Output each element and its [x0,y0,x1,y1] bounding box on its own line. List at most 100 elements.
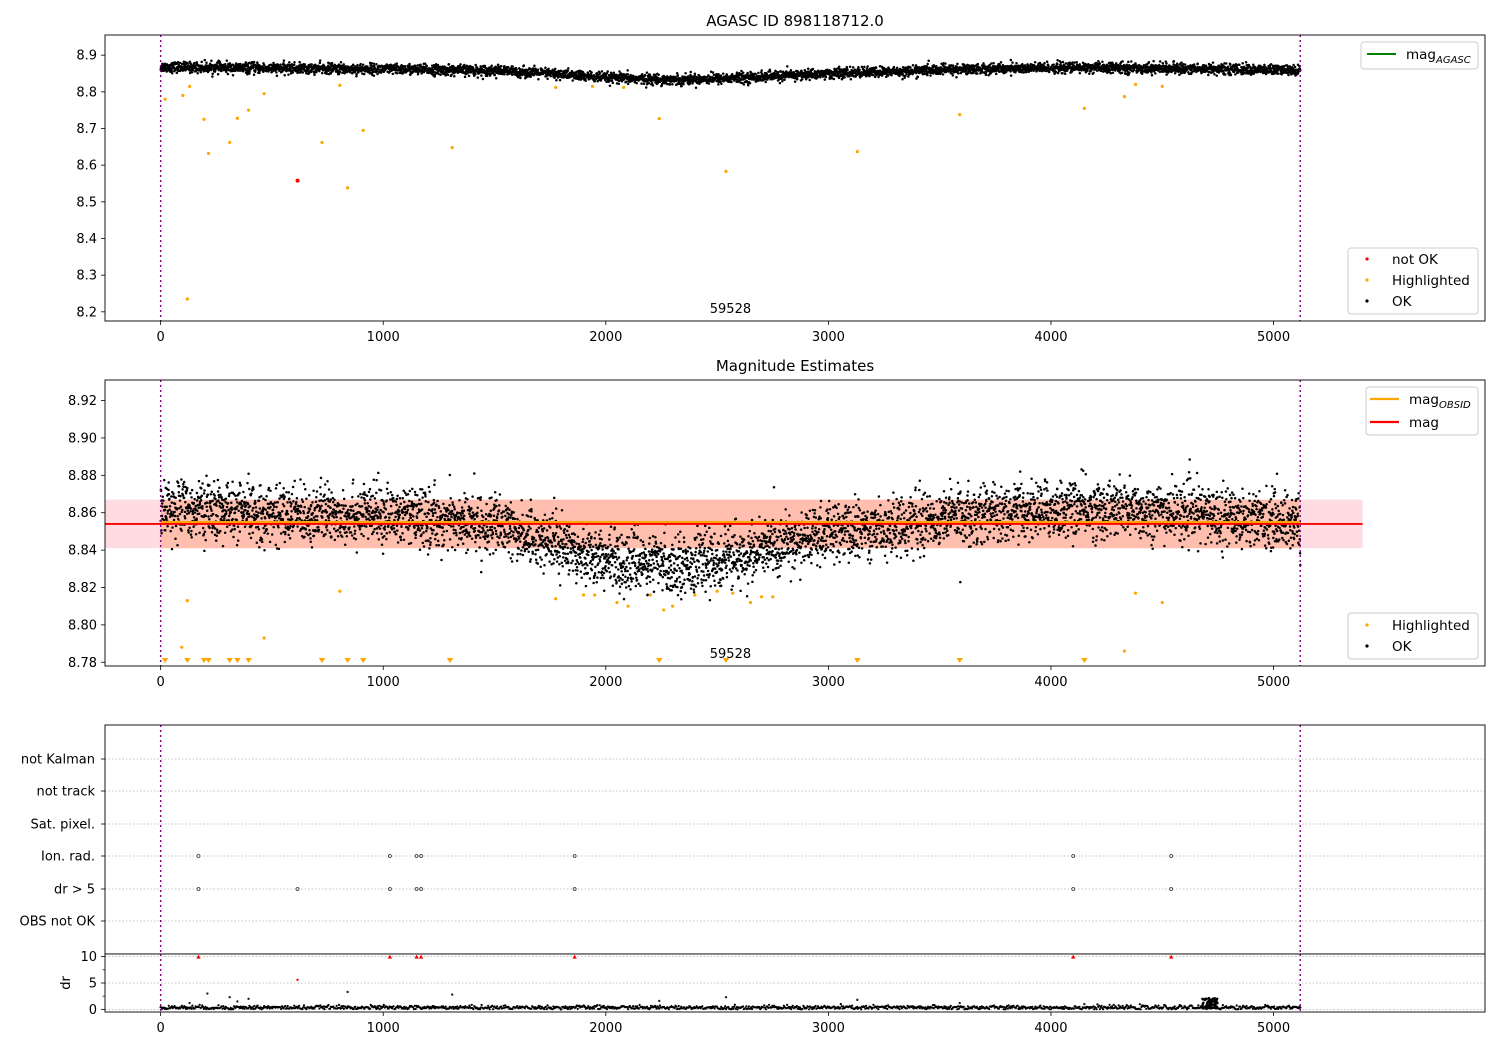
ok-point [926,62,929,66]
ok-point [506,65,510,69]
ok-point [1109,72,1113,75]
ok-point [1229,63,1232,67]
ok-point [254,68,257,72]
ok-point [490,64,493,67]
ok-point [693,72,697,76]
ok-point [994,72,998,76]
ok-point [226,72,230,76]
ok-point [847,75,851,78]
ok-point [447,63,451,66]
ok-point [533,64,536,68]
ok-point [408,62,411,66]
ok-point [1086,69,1089,72]
ok-point [200,60,203,64]
ok-point [808,78,811,82]
ok-point [275,71,278,74]
ok-point [356,63,359,67]
ok-point [275,68,278,71]
ok-point [553,67,557,71]
ok-point [288,61,291,64]
ok-point [303,63,307,66]
ok-point [863,65,866,69]
ok-point [292,63,296,67]
ok-point [955,76,958,79]
ok-point [315,70,318,74]
ok-point [188,71,192,75]
ok-point [355,74,358,78]
ok-point [682,82,685,86]
ok-point [647,82,651,85]
ok-point [1165,62,1168,65]
ok-point [1092,71,1095,75]
ok-point [707,82,711,85]
ok-point [657,73,660,77]
ok-point [170,69,174,73]
ok-point [244,61,248,64]
ok-point [474,72,477,76]
ok-point [343,72,346,75]
ok-point [1183,63,1187,66]
ok-point [329,72,333,75]
ok-point [379,71,383,74]
ok-point [781,80,784,83]
ok-point [252,73,256,76]
ok-point [757,71,760,75]
ok-point [1061,71,1064,75]
ok-point [598,71,602,75]
ok-point [789,69,793,72]
ok-point [416,71,420,74]
ok-point [395,62,399,65]
ok-point [239,62,242,66]
ok-point [298,60,301,64]
ok-point [1043,62,1046,65]
ok-point [1056,62,1059,66]
ok-point [416,72,420,76]
ok-point [549,74,552,78]
ok-point [1052,63,1055,66]
ok-point [287,73,290,76]
ok-point [811,67,815,71]
ok-point [389,64,393,67]
ok-point [1244,61,1248,64]
ok-point [600,70,604,73]
ok-point [984,73,988,77]
ok-point [178,61,182,65]
ok-point [640,72,644,76]
ok-point [359,62,362,66]
ok-point [1088,72,1091,75]
ok-point [806,67,810,70]
ok-point [361,63,365,66]
ok-point [735,71,739,74]
ok-point [824,75,828,78]
ok-point [1147,60,1151,64]
ok-point [858,68,861,72]
ok-point [403,65,407,68]
ok-point [635,81,638,85]
ok-point [165,70,168,73]
ok-point [370,64,373,68]
ok-point [951,74,955,77]
ok-point [886,74,890,77]
ok-point [848,65,852,69]
ok-point [434,63,438,66]
ok-point [643,73,647,77]
ok-point [610,79,614,82]
ok-point [590,71,593,74]
ok-point [205,61,208,64]
ok-point [338,70,342,74]
ok-point [439,73,442,76]
ok-point [626,73,630,76]
ok-point [450,73,453,76]
ok-point [593,80,596,83]
ok-point [916,75,920,79]
ok-point [325,72,328,76]
ok-point [353,70,357,74]
ok-point [1173,71,1177,75]
ok-point [245,69,248,72]
ok-point [555,78,558,82]
ok-point [1121,60,1124,63]
ok-point [291,71,295,74]
ok-point [1098,62,1102,66]
ok-point [301,71,305,74]
